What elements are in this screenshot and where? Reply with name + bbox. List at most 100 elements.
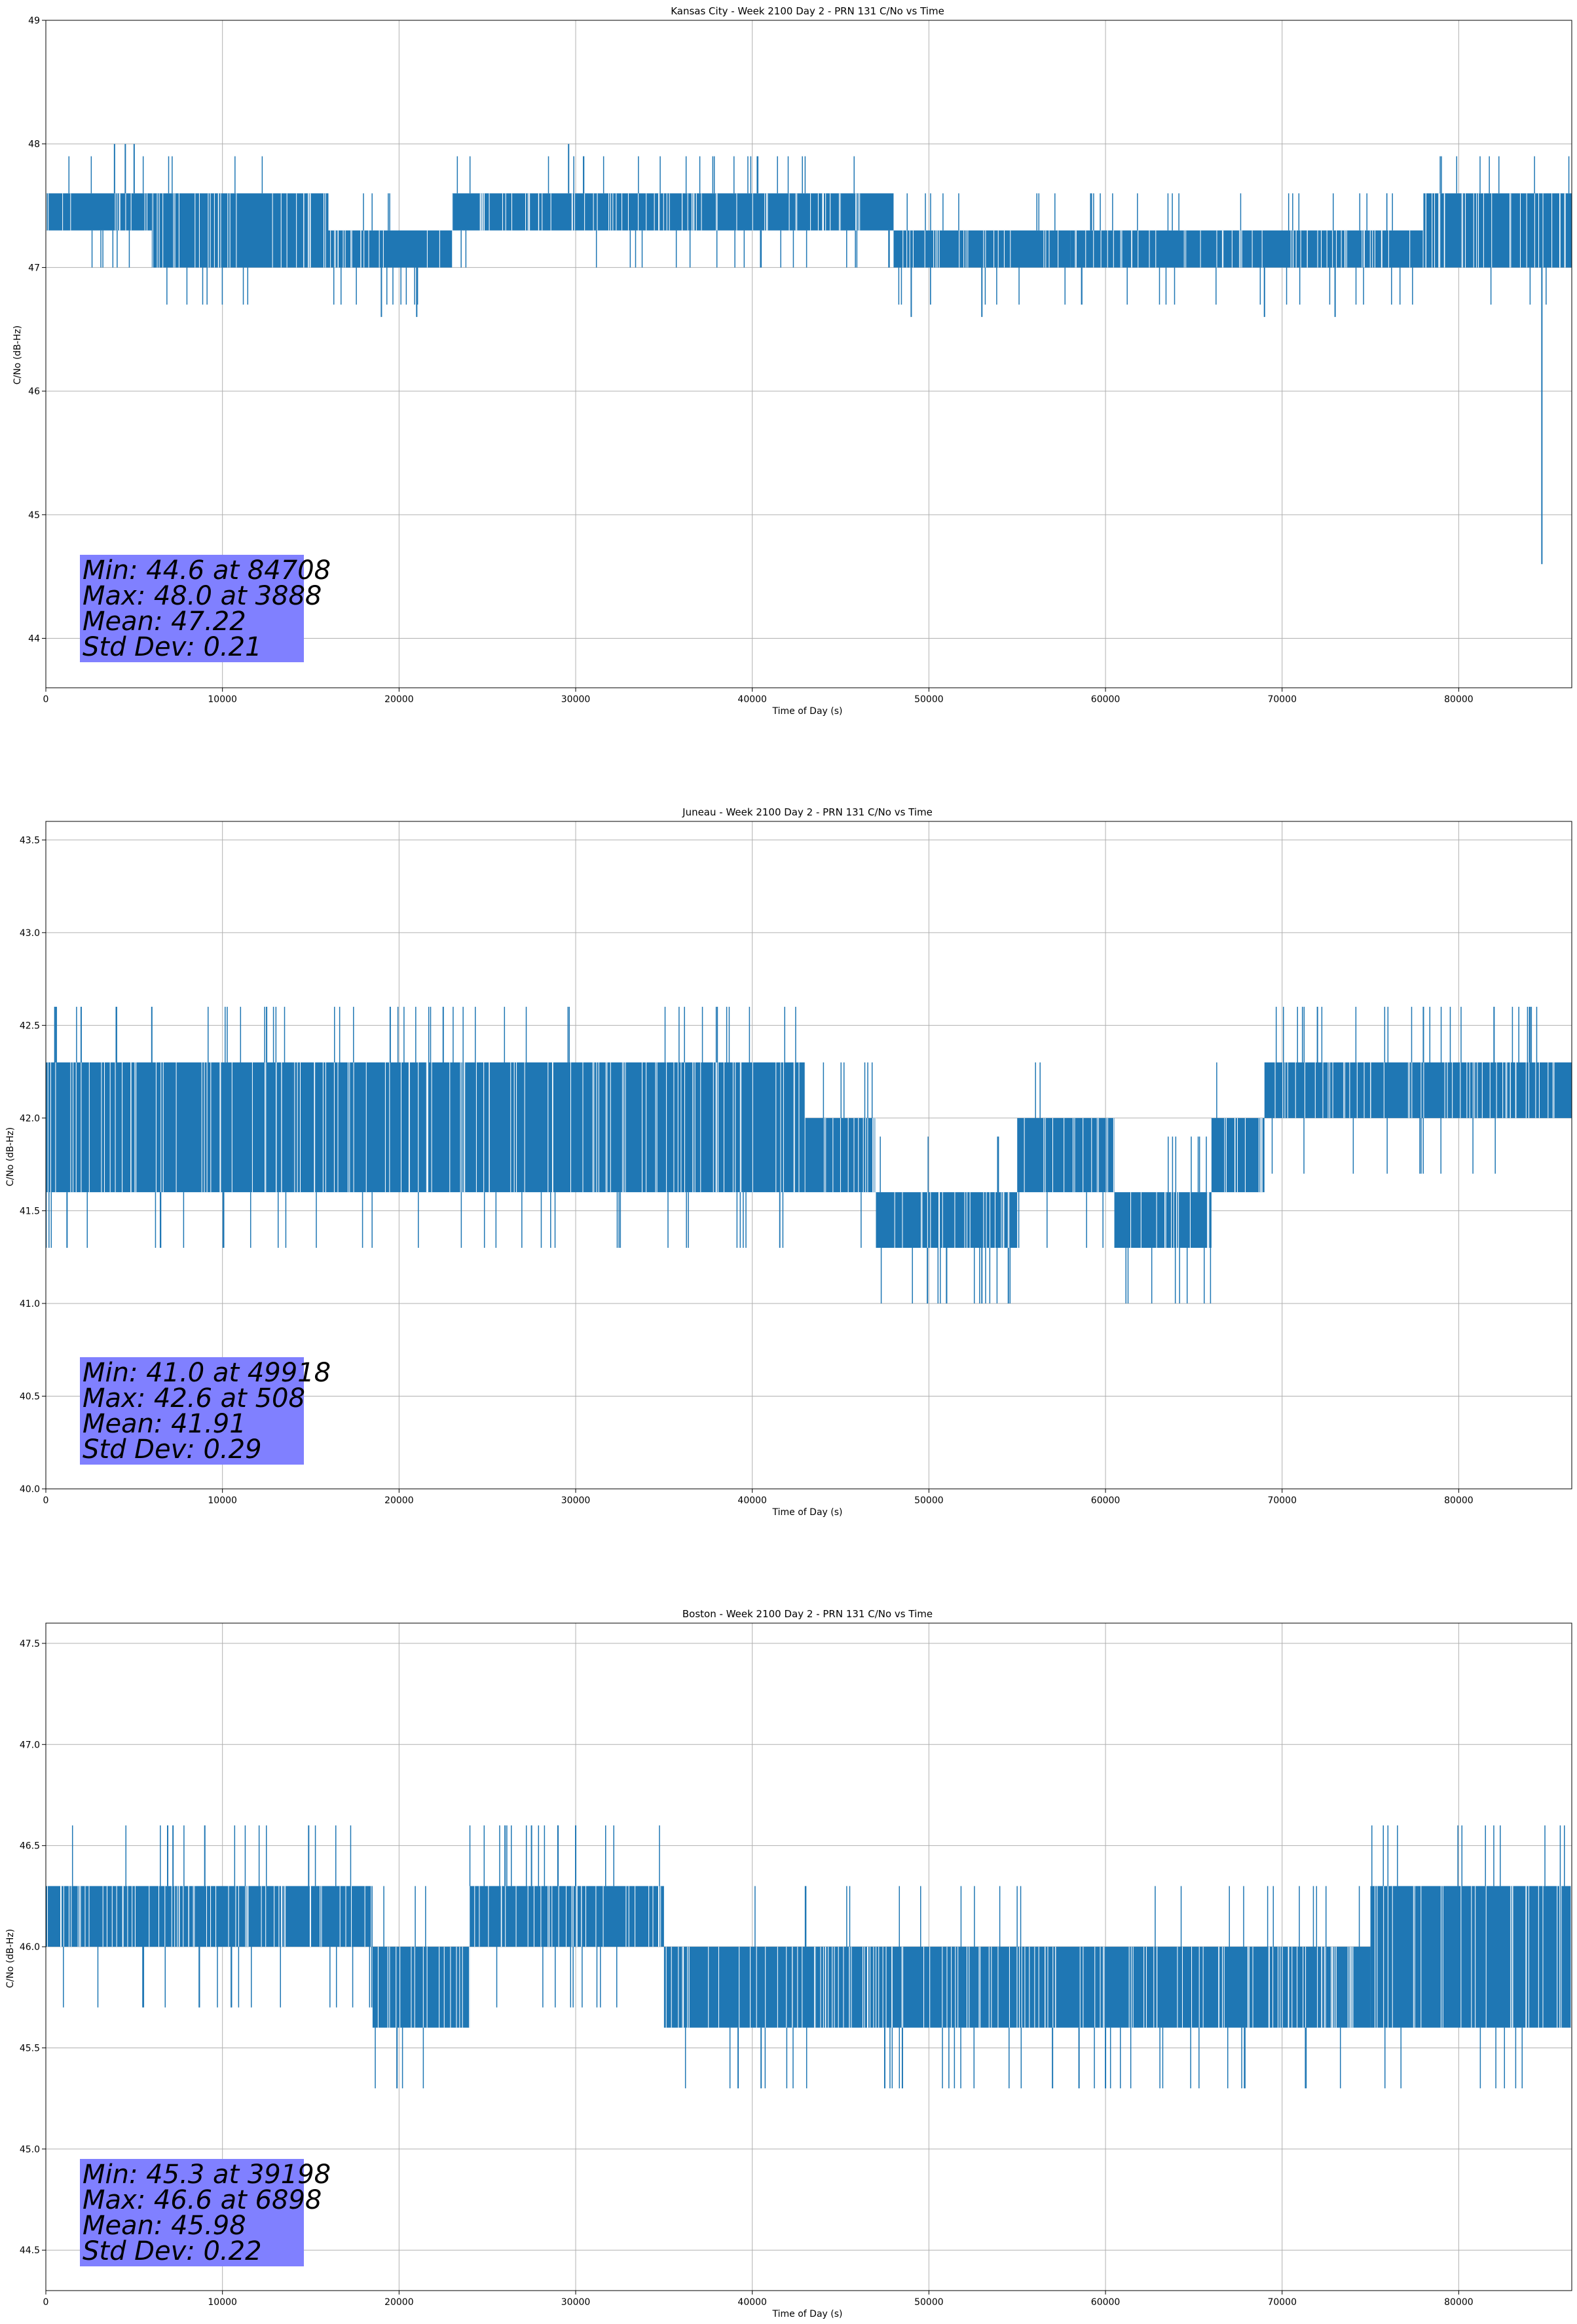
chart-title: Kansas City - Week 2100 Day 2 - PRN 131 … <box>671 5 944 17</box>
x-tick-label: 80000 <box>1444 1495 1474 1506</box>
y-axis-label: C/No (dB-Hz) <box>5 1929 16 1988</box>
series-band <box>372 1947 470 2028</box>
series-band <box>1211 1117 1265 1193</box>
x-tick-label: 70000 <box>1267 2297 1297 2308</box>
series-band <box>46 1886 373 1947</box>
stats-mean: Mean: 41.91 <box>83 1409 246 1439</box>
stats-box: Min: 41.0 at 49918 Max: 42.6 at 508 Mean… <box>80 1357 331 1465</box>
series-band <box>293 1062 806 1193</box>
x-tick-label: 80000 <box>1444 694 1474 705</box>
y-axis-label: C/No (dB-Hz) <box>12 326 23 384</box>
y-tick-label: 43.0 <box>20 928 40 939</box>
x-tick-label: 30000 <box>561 694 591 705</box>
x-tick-label: 0 <box>43 694 49 705</box>
y-tick-label: 42.0 <box>20 1114 40 1124</box>
series-band <box>452 193 894 231</box>
stats-min: Min: 44.6 at 84708 <box>83 555 331 586</box>
y-tick-label: 46.0 <box>20 1942 40 1953</box>
stats-std: Std Dev: 0.29 <box>83 1434 262 1465</box>
y-tick-label: 44.5 <box>20 2245 40 2256</box>
x-tick-label: 80000 <box>1444 2297 1474 2308</box>
x-tick-label: 40000 <box>737 2297 767 2308</box>
series-band <box>1423 193 1572 268</box>
x-tick-label: 20000 <box>384 2297 414 2308</box>
y-tick-label: 47.0 <box>20 1740 40 1750</box>
x-tick-label: 0 <box>43 1495 49 1506</box>
stats-min: Min: 41.0 at 49918 <box>83 1358 331 1388</box>
stats-box-background <box>80 1357 304 1465</box>
stats-max: Max: 46.6 at 6898 <box>83 2185 322 2215</box>
x-tick-label: 70000 <box>1267 1495 1297 1506</box>
x-tick-label: 20000 <box>384 1495 414 1506</box>
stats-max: Max: 48.0 at 3888 <box>83 581 322 611</box>
x-tick-label: 10000 <box>208 1495 237 1506</box>
series-cno <box>46 1825 1572 2089</box>
stats-min: Min: 45.3 at 39198 <box>83 2160 331 2190</box>
y-tick-label: 43.5 <box>20 835 40 846</box>
stats-box: Min: 44.6 at 84708 Max: 48.0 at 3888 Mea… <box>80 555 331 662</box>
series-band <box>46 193 152 231</box>
x-tick-label: 30000 <box>561 1495 591 1506</box>
series-band <box>1370 1886 1572 2028</box>
series-band <box>893 230 1071 268</box>
chart-boston: Boston - Week 2100 Day 2 - PRN 131 C/No … <box>5 1608 1572 2319</box>
y-tick-label: 41.5 <box>20 1206 40 1216</box>
stats-std: Std Dev: 0.21 <box>83 632 262 662</box>
x-axis-label: Time of Day (s) <box>772 1507 843 1518</box>
stats-box-background <box>80 555 304 662</box>
x-axis-label: Time of Day (s) <box>772 706 843 717</box>
y-tick-label: 44 <box>28 634 40 645</box>
y-tick-label: 46 <box>28 386 40 397</box>
plot-area: 0 10000 20000 30000 40000 50000 60000 70000 8000… <box>20 821 1572 1506</box>
series-band <box>1017 1117 1115 1193</box>
chart-title: Juneau - Week 2100 Day 2 - PRN 131 C/No … <box>682 806 933 818</box>
y-tick-label: 40.5 <box>20 1391 40 1402</box>
stats-mean: Mean: 45.98 <box>83 2211 246 2241</box>
chart-juneau: Juneau - Week 2100 Day 2 - PRN 131 C/No … <box>5 806 1572 1518</box>
stats-box: Min: 45.3 at 39198 Max: 46.6 at 6898 Mea… <box>80 2159 331 2266</box>
y-tick-label: 42.5 <box>20 1021 40 1031</box>
y-tick-label: 45.5 <box>20 2043 40 2053</box>
x-tick-label: 50000 <box>914 1495 944 1506</box>
series-band <box>1264 1062 1572 1118</box>
stats-mean: Mean: 47.22 <box>83 607 246 637</box>
plot-area: 0 10000 20000 30000 40000 50000 60000 70000 8000… <box>28 16 1572 705</box>
series-cno <box>45 1007 1572 1303</box>
chart-kansas-city: Kansas City - Week 2100 Day 2 - PRN 131 … <box>12 5 1572 717</box>
series-band <box>46 1062 293 1193</box>
axes-frame <box>45 20 1572 688</box>
x-tick-label: 60000 <box>1091 2297 1121 2308</box>
axes-frame <box>45 821 1572 1490</box>
y-tick-label: 47 <box>28 263 40 273</box>
series-band <box>1114 1192 1212 1248</box>
y-tick-label: 48 <box>28 140 40 150</box>
stats-box-background <box>80 2159 304 2266</box>
x-tick-label: 70000 <box>1267 694 1297 705</box>
x-tick-label: 40000 <box>737 694 767 705</box>
chart-title: Boston - Week 2100 Day 2 - PRN 131 C/No … <box>682 1608 933 1620</box>
y-axis-label: C/No (dB-Hz) <box>5 1127 16 1186</box>
series-band <box>328 230 453 268</box>
series-cno <box>46 143 1572 565</box>
y-tick-label: 45.0 <box>20 2145 40 2155</box>
stats-max: Max: 42.6 at 508 <box>83 1383 305 1414</box>
plot-area: 0 10000 20000 30000 40000 50000 60000 70000 8000… <box>20 1622 1572 2308</box>
x-tick-label: 60000 <box>1091 694 1121 705</box>
y-tick-label: 45 <box>28 510 40 521</box>
series-band <box>876 1192 1018 1248</box>
x-tick-label: 10000 <box>208 694 237 705</box>
x-axis-label: Time of Day (s) <box>772 2309 843 2319</box>
stats-std: Std Dev: 0.22 <box>83 2236 262 2266</box>
x-tick-label: 50000 <box>914 2297 944 2308</box>
series-band <box>470 1886 664 1947</box>
y-tick-label: 40.0 <box>20 1484 40 1495</box>
axes-frame <box>45 1622 1572 2291</box>
y-tick-label: 49 <box>28 16 40 26</box>
x-tick-label: 50000 <box>914 694 944 705</box>
x-tick-label: 40000 <box>737 1495 767 1506</box>
series-band <box>151 193 329 268</box>
x-tick-label: 60000 <box>1091 1495 1121 1506</box>
y-tick-label: 41.0 <box>20 1299 40 1309</box>
y-tick-label: 47.5 <box>20 1639 40 1649</box>
